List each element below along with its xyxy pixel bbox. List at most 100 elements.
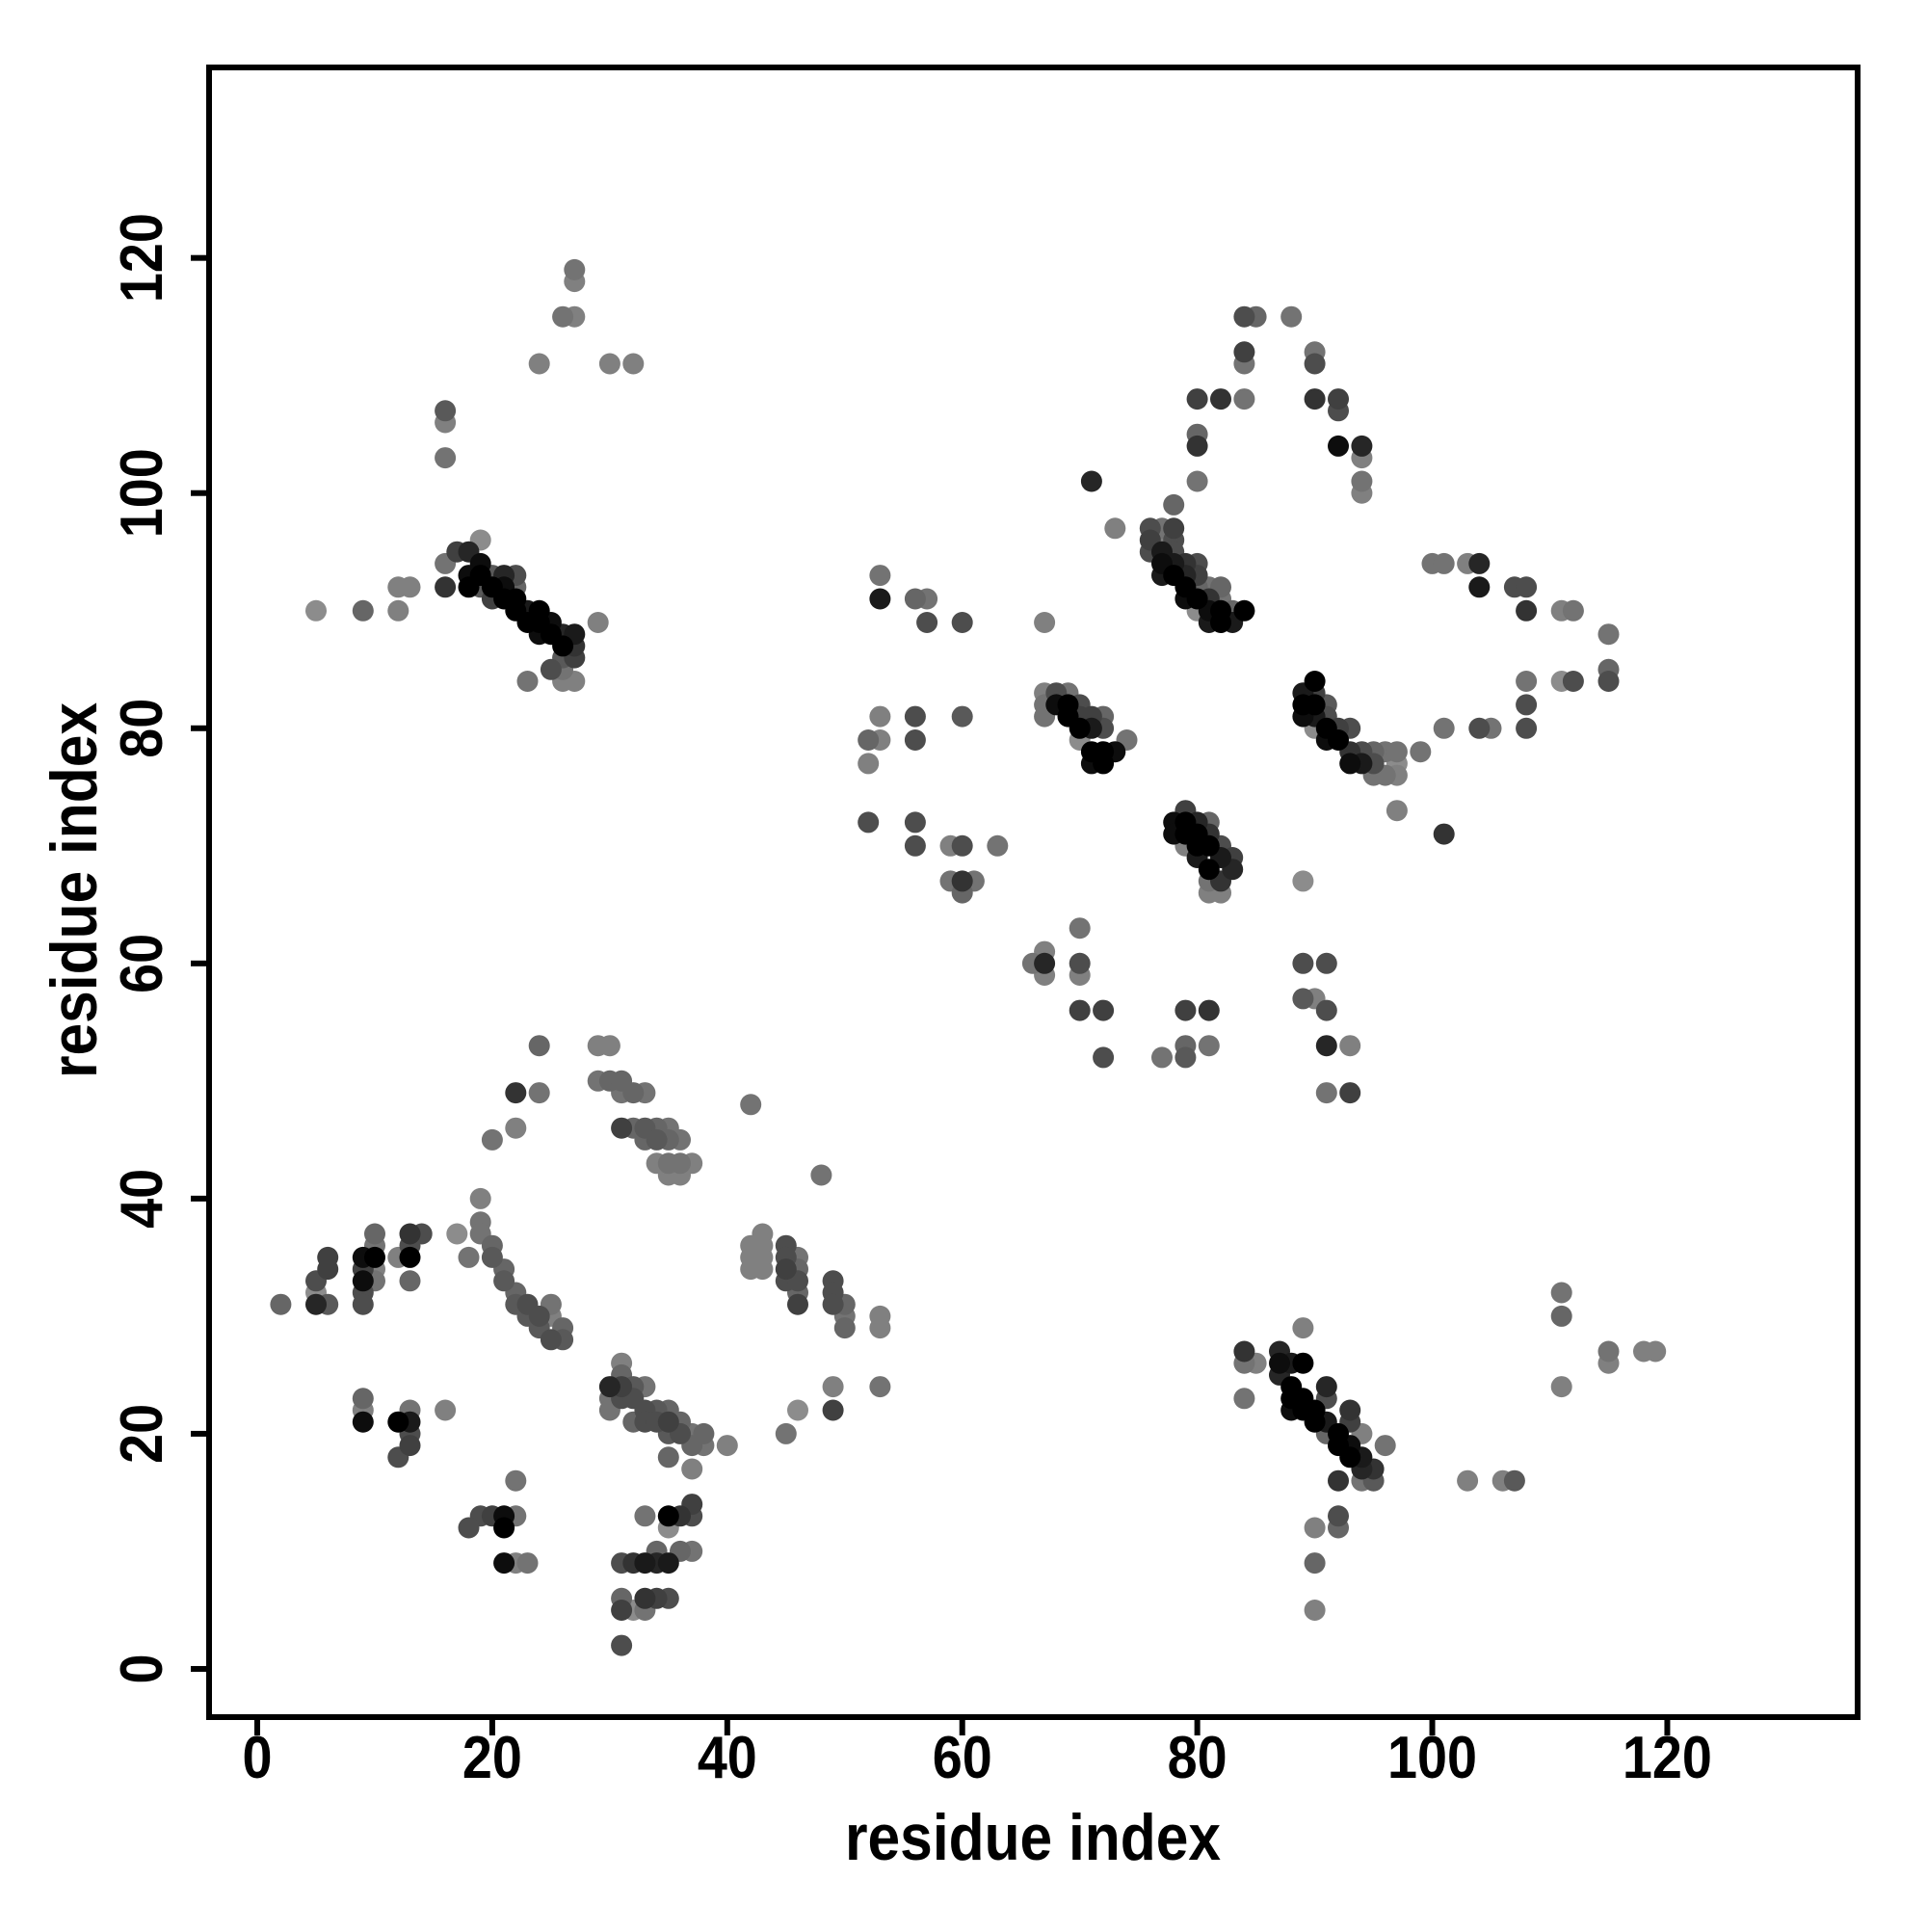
x-tick-label: 0 xyxy=(243,1725,273,1791)
data-point xyxy=(1163,493,1185,516)
data-point xyxy=(1374,1435,1396,1457)
data-point xyxy=(1516,599,1538,622)
data-point xyxy=(904,729,926,751)
data-point xyxy=(1034,612,1056,633)
data-point xyxy=(505,1469,527,1492)
data-point xyxy=(305,599,327,622)
data-point xyxy=(458,1246,480,1268)
data-point xyxy=(1315,952,1337,974)
data-point xyxy=(1069,917,1091,940)
data-point xyxy=(399,1270,421,1292)
data-point xyxy=(1163,517,1185,540)
y-tick-label: 20 xyxy=(109,1404,175,1464)
data-point xyxy=(1069,717,1091,739)
data-point xyxy=(622,353,645,375)
data-point xyxy=(352,599,374,622)
data-point xyxy=(657,1505,679,1527)
data-point xyxy=(1292,870,1314,892)
data-point xyxy=(1292,988,1314,1010)
data-point xyxy=(505,1117,527,1139)
data-point xyxy=(787,1399,808,1421)
data-point xyxy=(858,753,880,775)
data-point xyxy=(364,1246,385,1268)
data-point xyxy=(869,1317,891,1339)
data-point xyxy=(1339,753,1361,775)
data-point xyxy=(1292,1317,1314,1339)
data-point xyxy=(493,1552,515,1575)
data-point xyxy=(435,576,457,598)
data-point xyxy=(646,1128,668,1151)
data-point xyxy=(598,1376,620,1398)
data-point xyxy=(634,1552,656,1575)
data-point xyxy=(1328,1505,1349,1527)
data-point xyxy=(1034,952,1056,974)
data-point xyxy=(869,1376,891,1398)
data-point xyxy=(1328,1469,1349,1492)
data-point xyxy=(540,658,562,680)
data-point xyxy=(1386,800,1408,822)
data-point xyxy=(1304,1517,1326,1539)
x-axis-title: residue index xyxy=(845,1801,1221,1874)
plot-border xyxy=(206,65,1861,1720)
data-point xyxy=(552,305,574,328)
data-point xyxy=(1562,671,1584,692)
data-point xyxy=(1093,999,1115,1021)
y-axis-title: residue index xyxy=(38,702,111,1078)
data-point xyxy=(399,1223,421,1245)
data-point xyxy=(1339,1082,1361,1104)
data-point xyxy=(399,1435,421,1457)
y-tick-label: 100 xyxy=(109,448,175,538)
data-point xyxy=(1304,1600,1326,1621)
data-point xyxy=(858,811,880,834)
data-point xyxy=(1386,741,1408,763)
data-point xyxy=(1339,1399,1361,1421)
data-point xyxy=(1280,305,1303,328)
data-point xyxy=(951,834,973,857)
data-point xyxy=(564,258,586,280)
data-point xyxy=(1516,717,1538,739)
data-point xyxy=(611,1600,633,1621)
data-point xyxy=(1457,1469,1479,1492)
data-point xyxy=(1233,1340,1255,1363)
data-point xyxy=(1210,612,1231,633)
data-point xyxy=(1069,952,1091,974)
data-point xyxy=(752,1258,774,1281)
data-point xyxy=(822,1399,844,1421)
data-point xyxy=(1468,552,1491,574)
y-tick-label: 120 xyxy=(109,213,175,303)
data-point xyxy=(1292,1352,1314,1374)
data-point xyxy=(528,353,550,375)
data-point xyxy=(858,729,880,751)
data-point xyxy=(540,1329,562,1351)
data-point xyxy=(1304,694,1326,716)
data-point xyxy=(352,1411,374,1433)
data-point xyxy=(1186,588,1208,610)
data-point xyxy=(1315,1376,1337,1398)
data-point xyxy=(387,599,409,622)
y-tick-labels: 0 20 40 60 80 100 120 xyxy=(109,213,175,1683)
y-tick-label: 0 xyxy=(109,1654,175,1683)
y-tick-label: 60 xyxy=(109,934,175,993)
data-point xyxy=(435,1399,457,1421)
data-point xyxy=(1562,599,1584,622)
data-point xyxy=(1151,1046,1173,1069)
data-point xyxy=(516,1552,539,1575)
data-point xyxy=(951,612,973,633)
data-point xyxy=(528,1082,550,1104)
data-point xyxy=(1233,305,1255,328)
data-point xyxy=(1069,999,1091,1021)
data-point xyxy=(399,576,421,598)
data-point xyxy=(787,1293,808,1315)
data-point xyxy=(611,1634,633,1656)
data-point xyxy=(622,1082,645,1104)
x-tick-label: 40 xyxy=(698,1725,757,1791)
data-point xyxy=(869,705,891,728)
data-point xyxy=(634,1505,656,1527)
data-point xyxy=(1328,388,1349,410)
x-tick-label: 80 xyxy=(1168,1725,1227,1791)
data-point xyxy=(904,705,926,728)
x-tick-labels: 0 20 40 60 80 100 120 xyxy=(243,1725,1712,1791)
data-point xyxy=(1104,517,1126,540)
data-point xyxy=(1597,671,1620,692)
data-point xyxy=(1433,717,1455,739)
